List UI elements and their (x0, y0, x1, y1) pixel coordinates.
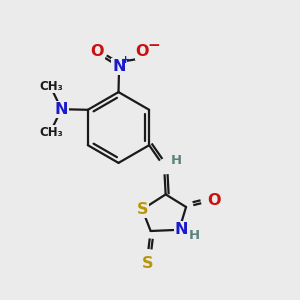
Text: CH₃: CH₃ (39, 80, 63, 93)
Text: O: O (90, 44, 104, 59)
Text: N: N (55, 102, 68, 117)
Text: O: O (208, 194, 221, 208)
Text: O: O (136, 44, 149, 59)
Text: H: H (171, 154, 182, 167)
Text: +: + (121, 55, 130, 65)
Text: N: N (112, 59, 126, 74)
Text: S: S (136, 202, 148, 217)
Text: S: S (142, 256, 153, 271)
Text: −: − (147, 38, 160, 53)
Text: N: N (175, 222, 188, 237)
Text: CH₃: CH₃ (39, 126, 63, 139)
Text: H: H (189, 229, 200, 242)
